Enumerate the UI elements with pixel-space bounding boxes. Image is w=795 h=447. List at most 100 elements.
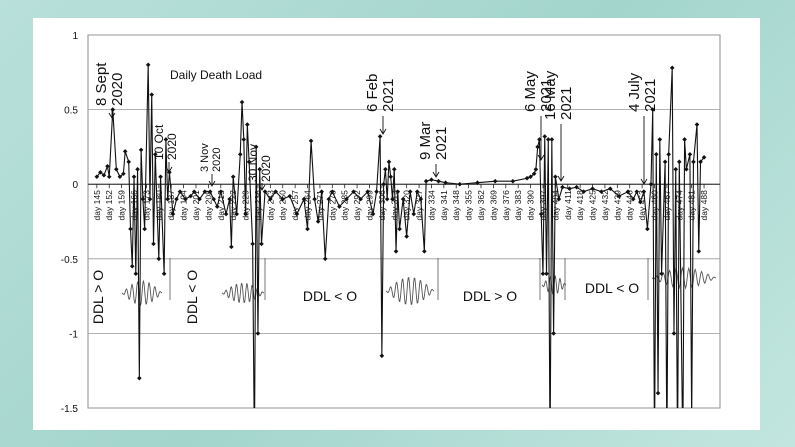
data-point xyxy=(648,181,654,187)
data-point xyxy=(687,152,693,157)
annotation-arrowhead xyxy=(432,171,440,178)
data-point xyxy=(163,137,169,142)
annotation-arrowhead xyxy=(208,180,216,187)
annotation-text: 30 Nov xyxy=(246,144,260,182)
x-tick-label: day 208 xyxy=(203,190,213,221)
data-point xyxy=(414,189,420,194)
data-point xyxy=(581,189,586,194)
y-tick-label: 1 xyxy=(72,31,78,42)
data-point xyxy=(634,189,640,194)
data-point xyxy=(138,147,144,153)
data-point xyxy=(319,189,324,194)
data-point xyxy=(538,211,544,217)
x-tick-label: day 446 xyxy=(625,190,635,221)
x-tick-label: day 439 xyxy=(612,190,622,221)
data-point xyxy=(475,180,480,186)
data-point xyxy=(574,184,579,190)
data-point xyxy=(174,196,179,202)
data-point xyxy=(657,137,663,142)
x-tick-label: day 467 xyxy=(662,190,672,221)
data-point xyxy=(638,199,643,205)
data-point xyxy=(259,241,264,247)
data-point xyxy=(253,144,259,150)
data-point xyxy=(411,211,417,217)
data-point xyxy=(301,196,307,202)
data-point xyxy=(641,189,647,194)
data-point xyxy=(312,196,317,202)
x-tick-label: day 152 xyxy=(104,190,114,221)
x-tick-label: day 411 xyxy=(563,190,573,220)
data-point xyxy=(531,171,537,177)
data-point xyxy=(422,249,427,254)
data-point xyxy=(696,249,702,254)
x-tick-label: day 257 xyxy=(290,190,300,221)
data-point xyxy=(294,211,300,217)
x-tick-label: day 243 xyxy=(265,190,275,221)
data-point xyxy=(135,166,140,172)
data-point xyxy=(98,169,103,175)
x-tick-label: day 397 xyxy=(538,190,548,221)
x-tick-label: day 432 xyxy=(600,190,610,221)
data-point xyxy=(379,353,385,359)
data-point xyxy=(121,171,126,177)
x-tick-label: day 250 xyxy=(278,190,288,221)
data-point xyxy=(655,390,661,396)
data-point xyxy=(567,186,572,191)
data-point xyxy=(383,166,388,172)
x-tick-label: day 264 xyxy=(303,190,313,221)
x-tick-label: day 173 xyxy=(141,190,151,221)
data-point xyxy=(255,331,261,336)
data-point xyxy=(287,193,293,199)
data-point xyxy=(384,196,390,202)
x-tick-label: day 418 xyxy=(575,190,585,221)
data-point xyxy=(423,178,429,184)
data-point xyxy=(280,196,286,202)
data-point xyxy=(245,122,250,127)
x-tick-label: day 327 xyxy=(414,190,424,221)
data-point xyxy=(545,137,551,142)
x-tick-label: day 481 xyxy=(687,190,697,221)
x-tick-label: day 278 xyxy=(327,190,337,221)
data-point xyxy=(676,159,682,165)
data-point xyxy=(128,226,133,232)
data-point xyxy=(237,152,243,157)
data-point xyxy=(457,181,463,187)
data-point xyxy=(142,226,147,232)
data-point xyxy=(645,226,650,232)
data-point xyxy=(393,249,399,254)
data-point xyxy=(137,375,142,381)
data-point xyxy=(273,189,278,194)
data-point xyxy=(214,204,220,209)
annotation-text: 2021 xyxy=(642,79,659,112)
data-point xyxy=(553,174,558,180)
data-point xyxy=(239,99,245,105)
data-point xyxy=(151,241,156,247)
region-label: DDL < O xyxy=(585,280,639,296)
data-point xyxy=(404,234,409,239)
annotation-text: 2021 xyxy=(433,127,450,160)
data-point xyxy=(682,137,687,142)
data-point xyxy=(140,196,146,202)
data-point xyxy=(537,137,542,142)
y-tick-label: 0 xyxy=(72,180,78,191)
annotation-arrowhead xyxy=(557,175,565,182)
data-point xyxy=(556,196,562,202)
data-point xyxy=(407,189,413,194)
data-point xyxy=(510,178,516,184)
region-label: DDL > O xyxy=(463,288,517,304)
data-point xyxy=(183,196,188,202)
y-tick-label: -0.5 xyxy=(61,255,79,266)
data-point xyxy=(262,189,268,194)
data-point xyxy=(133,271,139,277)
data-point xyxy=(326,196,332,202)
data-point xyxy=(653,152,659,157)
data-point xyxy=(535,144,540,150)
data-point xyxy=(223,211,229,217)
x-tick-label: day 425 xyxy=(588,190,598,221)
x-tick-label: day 390 xyxy=(526,190,536,221)
data-point xyxy=(397,226,402,232)
annotation-text: 4 July xyxy=(626,72,643,112)
data-point xyxy=(528,174,533,180)
data-point xyxy=(418,196,424,202)
